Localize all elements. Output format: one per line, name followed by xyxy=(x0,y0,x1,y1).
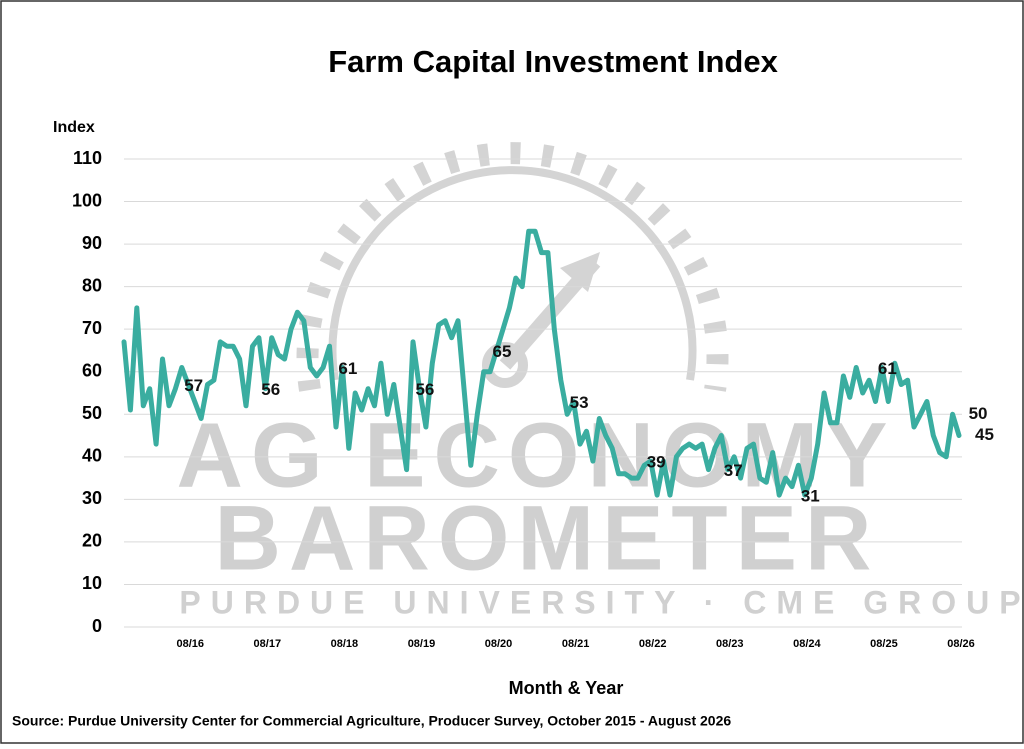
y-tick-label: 10 xyxy=(82,573,102,593)
point-label: 37 xyxy=(724,461,743,480)
y-tick-label: 20 xyxy=(82,531,102,551)
y-tick-label: 80 xyxy=(82,275,102,295)
x-tick-label: 08/17 xyxy=(254,638,282,650)
y-tick-label: 70 xyxy=(82,318,102,338)
watermark-gauge xyxy=(296,142,729,392)
x-tick-label: 08/25 xyxy=(870,638,898,650)
watermark-text: PURDUE UNIVERSITY · CME GROUP xyxy=(179,584,1024,620)
y-tick-label: 0 xyxy=(92,616,102,636)
x-axis-label: Month & Year xyxy=(509,678,624,698)
x-tick-label: 08/23 xyxy=(716,638,744,650)
point-label: 56 xyxy=(415,380,434,399)
x-tick-label: 08/20 xyxy=(485,638,513,650)
y-tick-label: 110 xyxy=(73,148,102,168)
source-note: Source: Purdue University Center for Com… xyxy=(12,713,731,729)
point-label: 61 xyxy=(338,359,357,378)
chart-title: Farm Capital Investment Index xyxy=(328,44,778,79)
grid: 0 10 20 30 40 50 60 70 80 90 100 110 08/16 08/17 08/18… xyxy=(72,148,975,650)
point-label: 57 xyxy=(184,376,203,395)
data-line xyxy=(121,228,962,498)
point-label: 65 xyxy=(493,342,512,361)
point-label: 50 xyxy=(969,404,988,423)
x-tick-label: 08/19 xyxy=(408,638,436,650)
point-label: 56 xyxy=(261,380,280,399)
y-tick-label: 50 xyxy=(82,403,102,423)
x-tick-label: 08/18 xyxy=(331,638,359,650)
point-label: 53 xyxy=(570,393,589,412)
watermark-text: AG ECONOMY xyxy=(177,404,896,506)
plot: 57 56 61 56 65 53 39 37 31 61 50 45 xyxy=(121,228,994,506)
x-tick-label: 08/21 xyxy=(562,638,590,650)
x-tick-label: 08/26 xyxy=(947,638,975,650)
y-tick-label: 90 xyxy=(82,233,102,253)
y-tick-label: 60 xyxy=(82,360,102,380)
y-axis-label: Index xyxy=(53,119,95,136)
watermark-text: BAROMETER xyxy=(215,487,880,589)
point-label: 39 xyxy=(647,453,666,472)
x-tick-label: 08/22 xyxy=(639,638,667,650)
y-tick-label: 30 xyxy=(82,488,102,508)
point-label: 45 xyxy=(975,425,994,444)
y-tick-label: 40 xyxy=(82,446,102,466)
y-tick-label: 100 xyxy=(72,190,102,210)
point-label: 61 xyxy=(878,359,897,378)
x-tick-label: 08/24 xyxy=(793,638,821,650)
x-tick-label: 08/16 xyxy=(176,638,204,650)
point-label: 31 xyxy=(801,487,820,506)
